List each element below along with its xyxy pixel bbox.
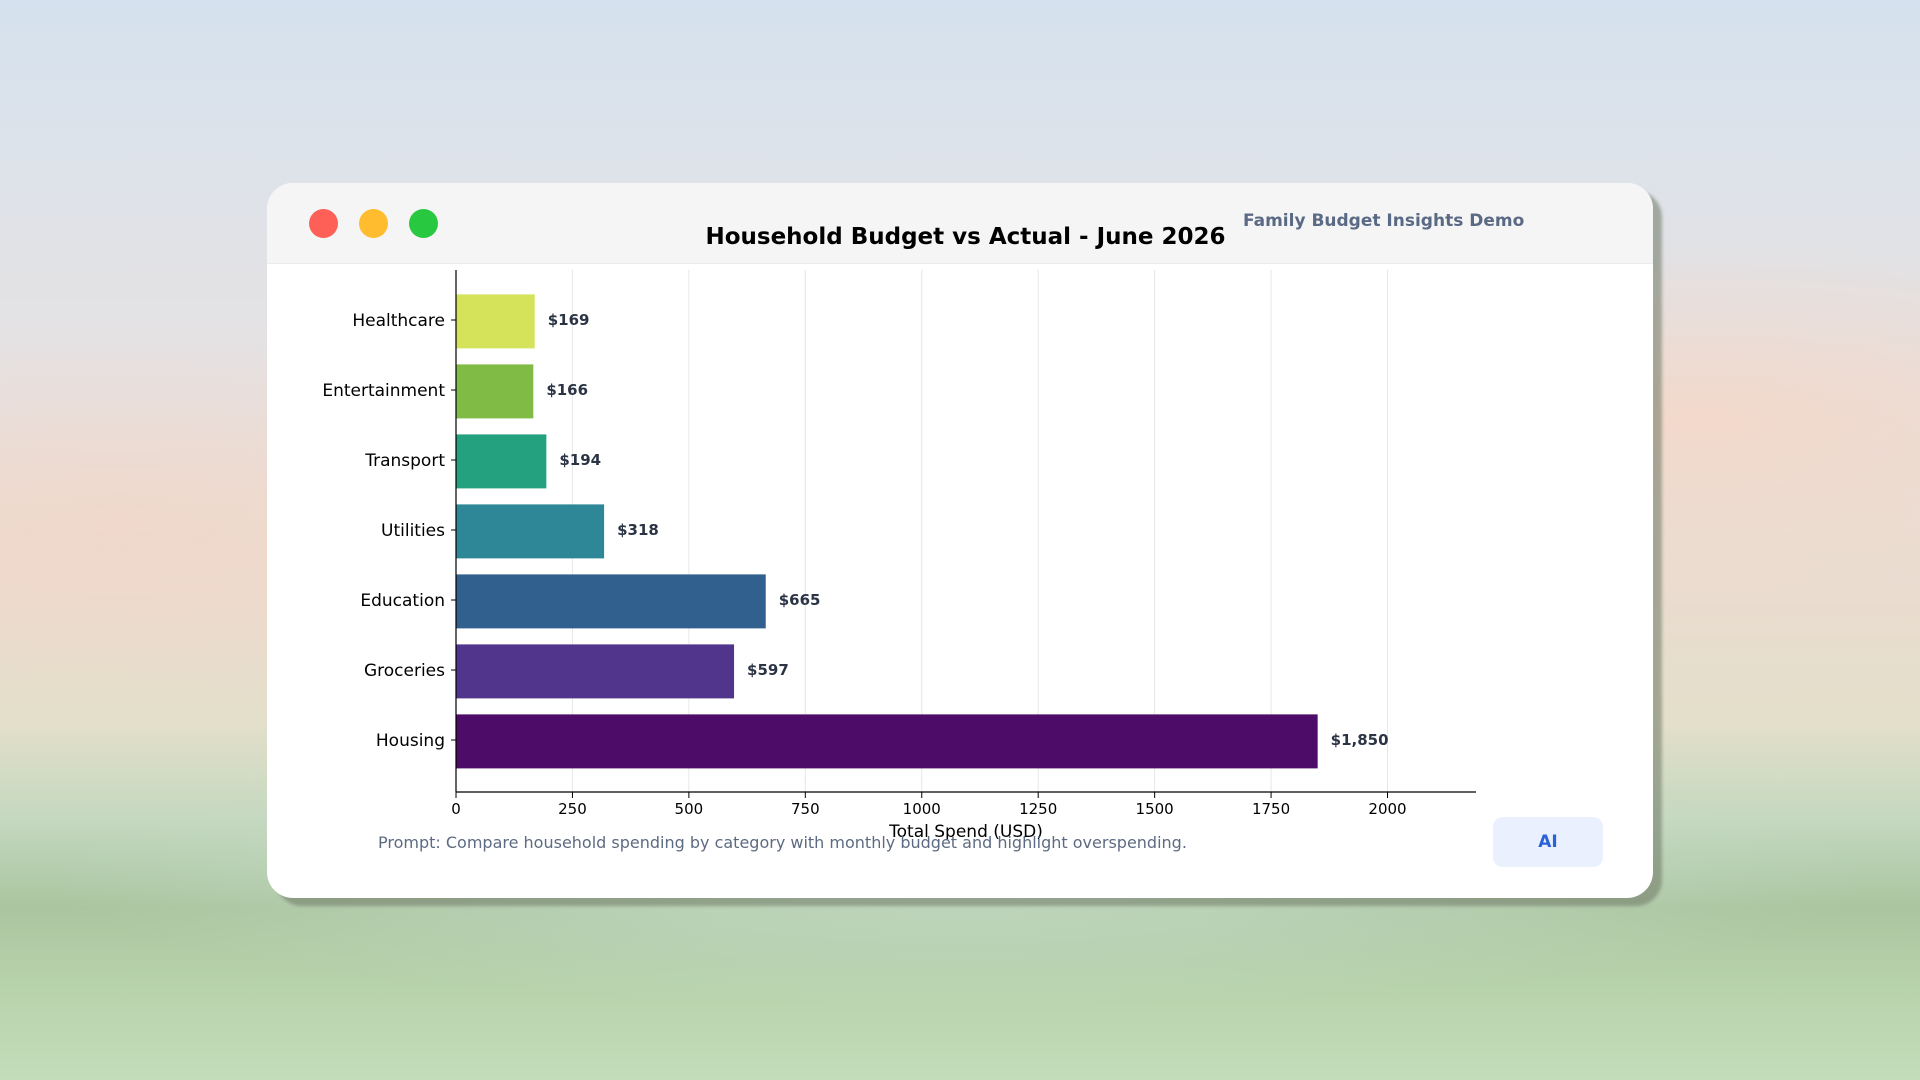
x-tick-label: 750	[791, 800, 820, 818]
y-tick-label-housing: Housing	[376, 731, 445, 751]
maximize-window-button[interactable]	[409, 209, 438, 238]
ai-button[interactable]: AI	[1493, 817, 1603, 867]
bar-groceries	[456, 644, 735, 699]
y-tick-label-groceries: Groceries	[364, 661, 445, 681]
bar-entertainment	[456, 364, 534, 419]
data-label-utilities: $318	[617, 521, 659, 539]
app-title: Family Budget Insights Demo	[1243, 211, 1525, 231]
x-tick-label: 1750	[1252, 800, 1290, 818]
data-label-groceries: $597	[747, 661, 789, 679]
bar-healthcare	[456, 294, 535, 349]
bar-housing	[456, 714, 1318, 769]
x-tick-label: 1500	[1136, 800, 1174, 818]
bar-utilities	[456, 504, 605, 559]
x-tick-label: 0	[451, 800, 461, 818]
close-window-button[interactable]	[309, 209, 338, 238]
data-label-transport: $194	[559, 451, 601, 469]
x-tick-label: 500	[675, 800, 704, 818]
title-bar: Family Budget Insights Demo	[267, 183, 1653, 264]
y-tick-label-healthcare: Healthcare	[352, 311, 445, 331]
bar-chart: $1,850 Housing $597 Groceries $665 Education $…	[322, 270, 1476, 842]
x-tick-label: 2000	[1368, 800, 1406, 818]
data-label-education: $665	[779, 591, 821, 609]
x-tick-label: 1000	[903, 800, 941, 818]
y-tick-label-utilities: Utilities	[381, 521, 445, 541]
x-tick-label: 250	[558, 800, 587, 818]
minimize-window-button[interactable]	[359, 209, 388, 238]
x-axis-label: Total Spend (USD)	[888, 822, 1043, 842]
x-tick-label: 1250	[1019, 800, 1057, 818]
y-tick-label-education: Education	[360, 591, 445, 611]
bar-transport	[456, 434, 547, 489]
bar-education	[456, 574, 766, 629]
data-label-entertainment: $166	[546, 381, 588, 399]
data-label-housing: $1,850	[1331, 731, 1389, 749]
data-label-healthcare: $169	[548, 311, 590, 329]
y-tick-label-transport: Transport	[364, 451, 445, 471]
app-window: Family Budget Insights Demo Household Bu…	[267, 183, 1653, 898]
chart-title: Household Budget vs Actual - June 2026	[705, 224, 1226, 250]
prompt-text: Prompt: Compare household spending by ca…	[378, 833, 1187, 852]
y-tick-label-entertainment: Entertainment	[322, 381, 445, 401]
